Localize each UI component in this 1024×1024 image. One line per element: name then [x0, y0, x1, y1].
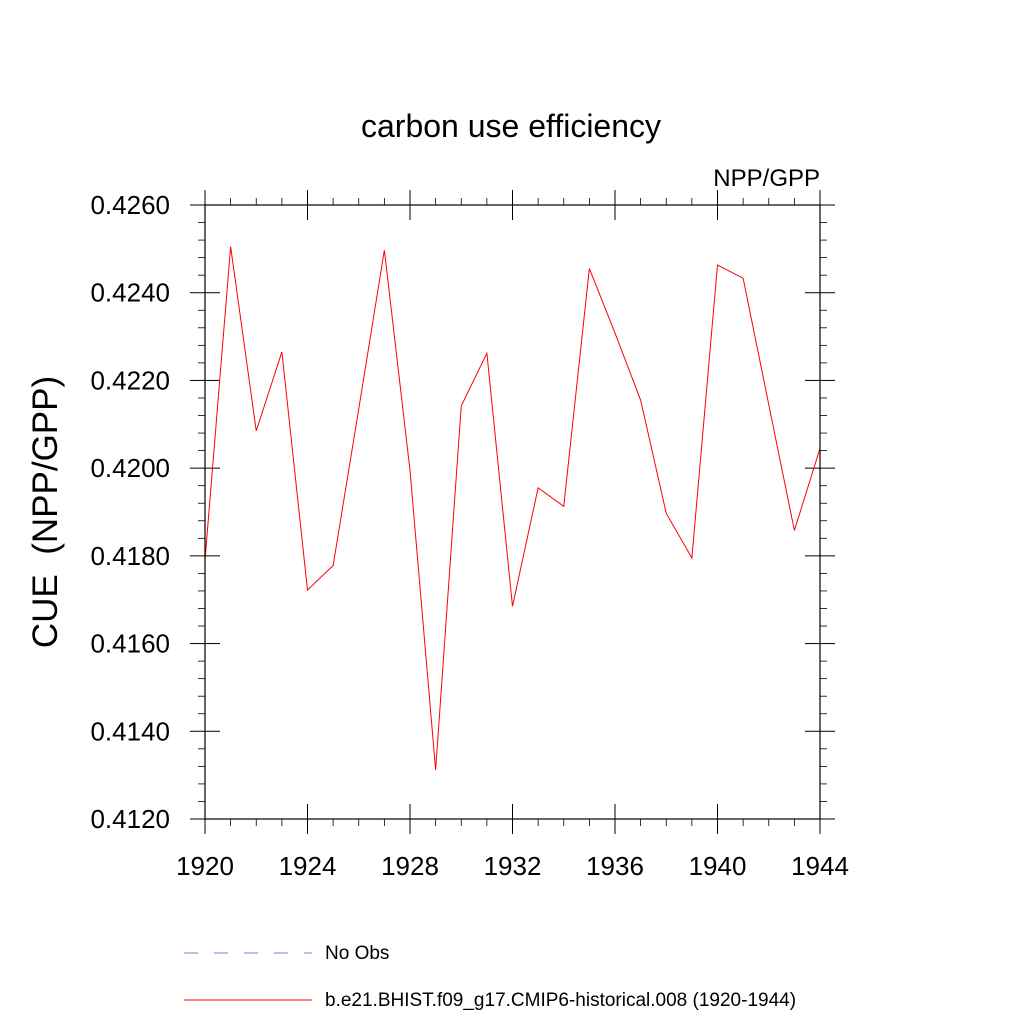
x-tick-label: 1940	[689, 851, 747, 881]
legend-label-no-obs: No Obs	[325, 943, 389, 964]
axis-ticks	[190, 190, 835, 834]
plot-frame	[204, 204, 821, 820]
x-tick-label: 1932	[484, 851, 542, 881]
x-tick-labels: 1920 1924 1928 1932 1936 1940 1944	[176, 851, 849, 881]
x-tick-label: 1924	[279, 851, 337, 881]
x-tick-label: 1928	[381, 851, 439, 881]
x-tick-label: 1920	[176, 851, 234, 881]
y-tick-label: 0.4140	[90, 716, 170, 746]
y-tick-label: 0.4220	[90, 365, 170, 395]
legend: No Obs b.e21.BHIST.f09_g17.CMIP6-histori…	[184, 943, 796, 1011]
legend-label-historical-008: b.e21.BHIST.f09_g17.CMIP6-historical.008…	[325, 990, 796, 1011]
x-tick-label: 1936	[586, 851, 644, 881]
y-tick-label: 0.4160	[90, 629, 170, 659]
chart-subtitle: NPP/GPP	[713, 165, 820, 192]
chart-title: carbon use efficiency	[361, 108, 661, 144]
y-tick-label: 0.4120	[90, 804, 170, 834]
y-tick-label: 0.4240	[90, 278, 170, 308]
y-tick-label: 0.4260	[90, 190, 170, 220]
data-series	[204, 246, 821, 770]
x-tick-label: 1944	[791, 851, 849, 881]
y-tick-label: 0.4200	[90, 453, 170, 483]
y-tick-labels: 0.4120 0.4140 0.4160 0.4180 0.4200 0.4220 0.42…	[90, 190, 170, 834]
y-tick-label: 0.4180	[90, 541, 170, 571]
y-axis-label: CUE (NPP/GPP)	[26, 376, 65, 648]
series-line-0	[204, 246, 821, 770]
